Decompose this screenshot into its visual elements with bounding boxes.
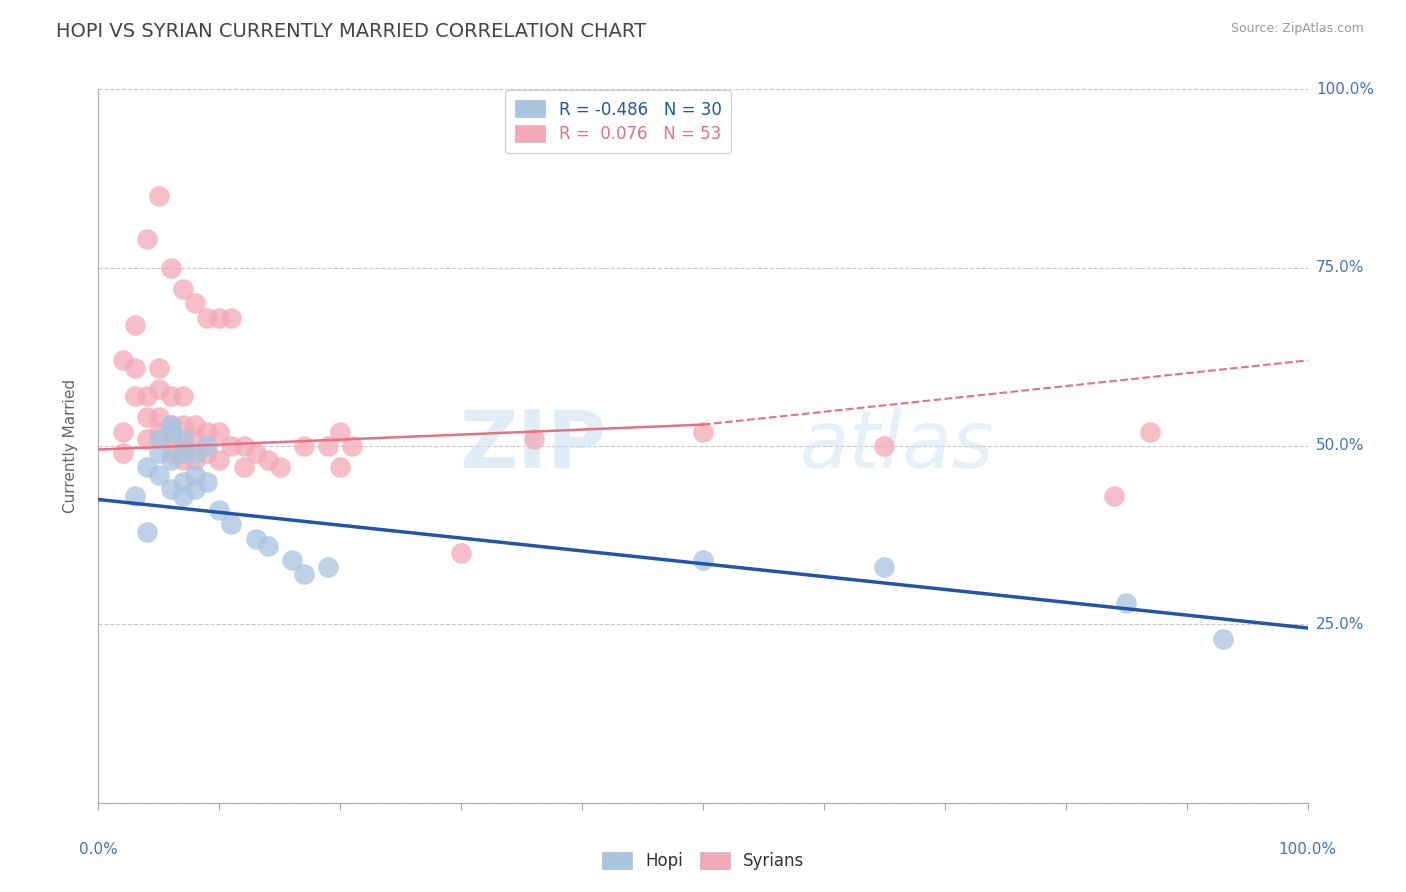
Point (329, 425, 352, 439)
Point (184, 446, 207, 460)
Point (232, 460, 254, 475)
Text: 0.0%: 0.0% (79, 842, 118, 856)
Point (873, 560, 896, 574)
Point (232, 439, 254, 453)
Point (172, 417, 194, 432)
Point (135, 232, 157, 246)
Point (160, 417, 183, 432)
Point (245, 446, 267, 460)
Text: 75.0%: 75.0% (1316, 260, 1364, 275)
Point (256, 539, 278, 553)
Point (160, 425, 183, 439)
Point (292, 567, 315, 582)
Point (172, 439, 194, 453)
Point (172, 389, 194, 403)
Point (148, 432, 170, 446)
Point (184, 296, 207, 310)
Point (245, 532, 267, 546)
Text: ZIP: ZIP (458, 407, 606, 485)
Point (1139, 425, 1161, 439)
Point (208, 425, 231, 439)
Point (316, 439, 339, 453)
Point (111, 446, 134, 460)
Point (172, 453, 194, 467)
Point (172, 432, 194, 446)
Point (208, 503, 231, 517)
Point (221, 439, 243, 453)
Point (135, 410, 157, 425)
Point (184, 467, 207, 482)
Point (172, 282, 194, 296)
Point (195, 310, 218, 325)
Point (135, 389, 157, 403)
Point (281, 553, 304, 567)
Point (160, 417, 183, 432)
Text: 50.0%: 50.0% (1316, 439, 1364, 453)
Text: HOPI VS SYRIAN CURRENTLY MARRIED CORRELATION CHART: HOPI VS SYRIAN CURRENTLY MARRIED CORRELA… (56, 22, 647, 41)
Text: Source: ZipAtlas.com: Source: ZipAtlas.com (1230, 22, 1364, 36)
Point (160, 389, 183, 403)
Text: 25.0%: 25.0% (1316, 617, 1364, 632)
Point (195, 439, 218, 453)
Point (148, 467, 170, 482)
Point (329, 460, 352, 475)
Point (135, 432, 157, 446)
Text: atlas: atlas (800, 407, 994, 485)
Point (124, 318, 146, 332)
Point (148, 189, 170, 203)
Point (172, 489, 194, 503)
Point (160, 453, 183, 467)
Point (184, 482, 207, 496)
Point (316, 560, 339, 574)
Point (269, 460, 291, 475)
Point (148, 360, 170, 375)
Point (523, 432, 546, 446)
Point (873, 439, 896, 453)
Point (172, 446, 194, 460)
Point (160, 446, 183, 460)
Point (172, 475, 194, 489)
Point (1102, 489, 1125, 503)
Point (148, 425, 170, 439)
Point (184, 453, 207, 467)
Point (160, 432, 183, 446)
Legend: Hopi, Syrians: Hopi, Syrians (595, 845, 811, 877)
Point (124, 489, 146, 503)
Point (195, 446, 218, 460)
Point (124, 389, 146, 403)
Point (292, 439, 315, 453)
Point (256, 453, 278, 467)
Y-axis label: Currently Married: Currently Married (63, 379, 77, 513)
Point (160, 482, 183, 496)
Point (208, 310, 231, 325)
Text: 100.0%: 100.0% (1278, 842, 1337, 856)
Point (135, 524, 157, 539)
Point (148, 410, 170, 425)
Point (221, 310, 243, 325)
Point (1115, 596, 1137, 610)
Point (195, 475, 218, 489)
Text: 100.0%: 100.0% (1316, 82, 1374, 96)
Point (692, 553, 714, 567)
Point (148, 446, 170, 460)
Point (111, 425, 134, 439)
Point (450, 546, 472, 560)
Point (160, 260, 183, 275)
Point (184, 417, 207, 432)
Point (184, 432, 207, 446)
Point (195, 425, 218, 439)
Point (111, 353, 134, 368)
Point (1212, 632, 1234, 646)
Point (692, 425, 714, 439)
Point (208, 453, 231, 467)
Point (342, 439, 364, 453)
Point (135, 460, 157, 475)
Point (124, 360, 146, 375)
Point (221, 517, 243, 532)
Point (148, 382, 170, 396)
